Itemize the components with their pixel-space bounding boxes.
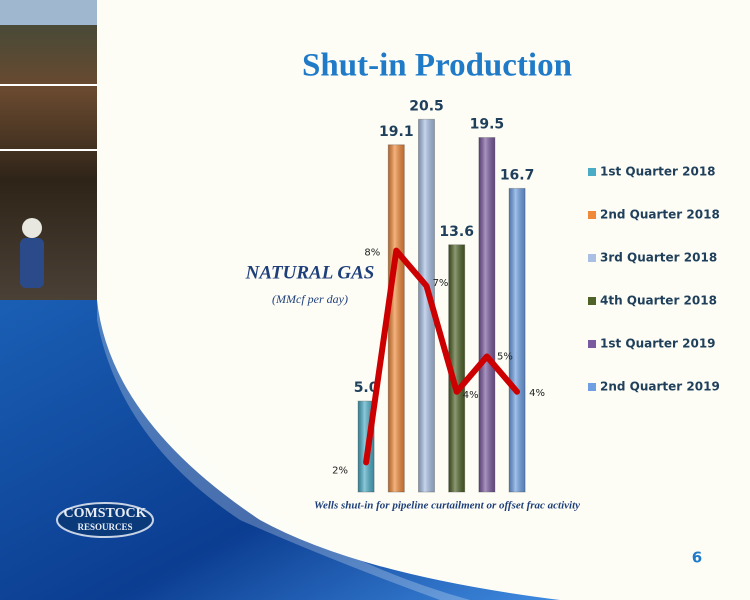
bar-shine bbox=[448, 244, 465, 492]
page-number: 6 bbox=[692, 549, 702, 567]
legend-swatch bbox=[588, 211, 596, 219]
swoosh-highlight bbox=[97, 300, 470, 600]
bar-value-label: 20.5 bbox=[409, 98, 444, 114]
legend-swatch bbox=[588, 383, 596, 391]
plot: 5.0 19.1 20.5 13.6 19.5 16.7 2% 8% 7% 4% 5% 4% 1st Q… bbox=[332, 98, 720, 493]
line-value-label: 4% bbox=[463, 390, 479, 401]
bar-value-label: 19.1 bbox=[379, 124, 414, 140]
bar-value-label: 16.7 bbox=[500, 167, 535, 183]
logo-text: COMSTOCK bbox=[64, 506, 147, 521]
slide-title: Shut-in Production bbox=[302, 48, 572, 84]
legend-label: 2nd Quarter 2018 bbox=[600, 208, 720, 222]
line-value-label: 7% bbox=[433, 278, 449, 289]
bar-shine bbox=[388, 144, 405, 492]
logo-text: RESOURCES bbox=[77, 522, 132, 532]
legend-label: 3rd Quarter 2018 bbox=[600, 251, 717, 265]
legend-label: 4th Quarter 2018 bbox=[600, 294, 717, 308]
footnote: Wells shut-in for pipeline curtailment o… bbox=[314, 500, 580, 512]
bar-shine bbox=[478, 137, 495, 493]
photo-sky bbox=[0, 0, 97, 25]
logo: COMSTOCK RESOURCES bbox=[56, 502, 154, 538]
line-value-label: 2% bbox=[332, 465, 348, 476]
photo-figure bbox=[20, 238, 44, 288]
bar-value-label: 13.6 bbox=[439, 224, 474, 240]
bar-shine bbox=[418, 119, 435, 492]
photo-figure bbox=[22, 218, 42, 238]
legend-swatch bbox=[588, 297, 596, 305]
line bbox=[363, 247, 521, 466]
legend-label: 1st Quarter 2018 bbox=[600, 165, 716, 179]
legend-swatch bbox=[588, 254, 596, 262]
y-axis-units: (MMcf per day) bbox=[272, 292, 348, 306]
legend-label: 2nd Quarter 2019 bbox=[600, 380, 720, 394]
legend-swatch bbox=[588, 168, 596, 176]
bar-value-label: 5.0 bbox=[354, 380, 379, 396]
logo-badge bbox=[56, 502, 154, 538]
y-axis-label: NATURAL GAS bbox=[245, 262, 375, 283]
bar-value-label: 19.5 bbox=[470, 117, 505, 133]
line-value-label: 4% bbox=[529, 388, 545, 399]
legend-label: 1st Quarter 2019 bbox=[600, 337, 716, 351]
bar-shine bbox=[509, 188, 526, 493]
line-value-label: 5% bbox=[497, 351, 513, 362]
legend-swatch bbox=[588, 340, 596, 348]
line-value-label: 8% bbox=[364, 248, 380, 259]
